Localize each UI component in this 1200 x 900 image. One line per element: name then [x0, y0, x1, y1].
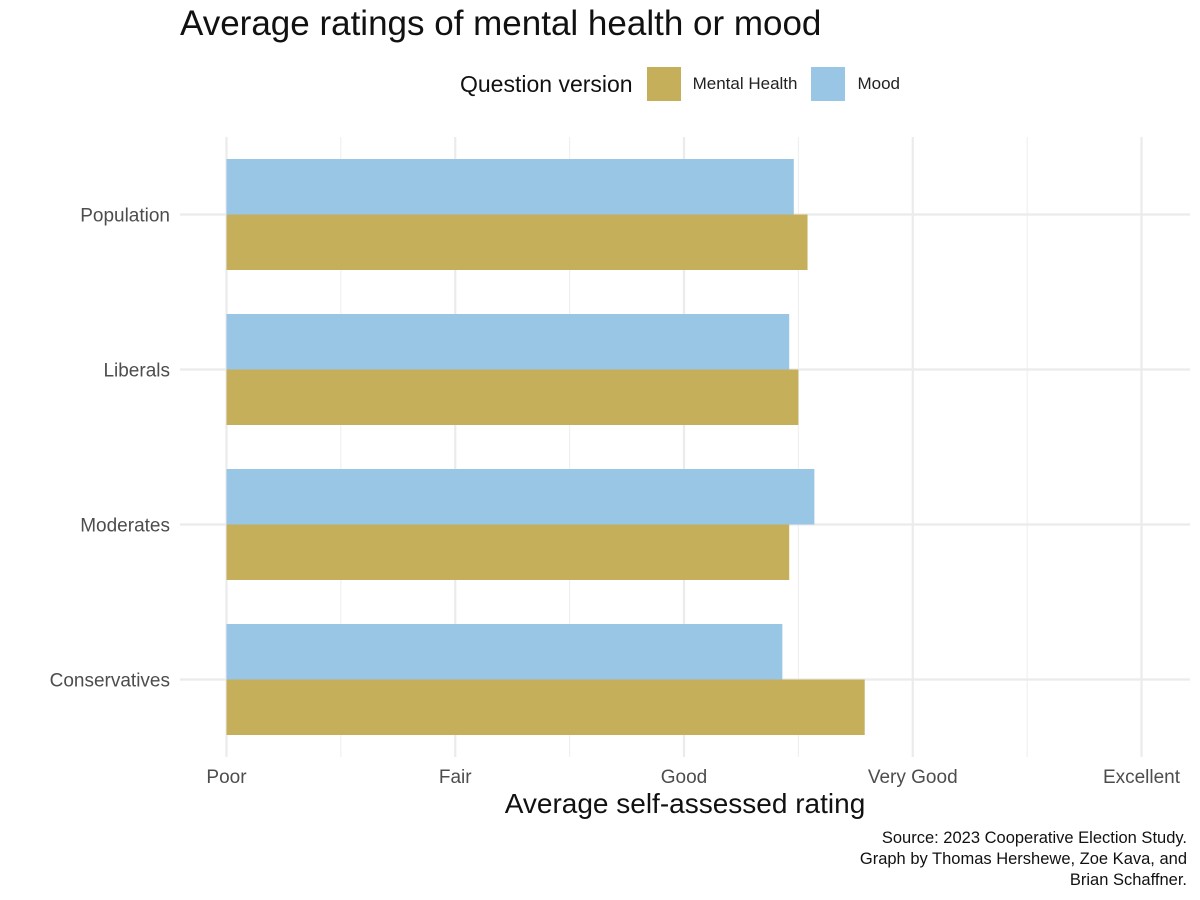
- bar-mood-moderates: [226, 469, 815, 525]
- bar-mental-health-conservatives: [226, 679, 865, 735]
- x-tick-label-excellent: Excellent: [1103, 767, 1181, 788]
- legend-swatch-mental-health: [646, 67, 681, 101]
- bar-mental-health-liberals: [226, 369, 799, 425]
- bar-mood-conservatives: [226, 624, 783, 680]
- x-axis-label: Average self-assessed rating: [504, 788, 866, 819]
- x-tick-label-poor: Poor: [206, 767, 247, 788]
- y-tick-label-population: Population: [80, 206, 170, 227]
- legend-title: Question version: [460, 70, 633, 97]
- legend-label-mood: Mood: [857, 74, 901, 93]
- bar-mental-health-moderates: [226, 524, 790, 580]
- chart-title: Average ratings of mental health or mood: [180, 4, 822, 43]
- legend-label-mental-health: Mental Health: [692, 74, 798, 93]
- caption-line-source: Source: 2023 Cooperative Election Study.: [881, 829, 1187, 847]
- x-tick-label-fair: Fair: [439, 767, 472, 788]
- bar-mood-population: [226, 159, 794, 215]
- caption: Source: 2023 Cooperative Election Study.…: [860, 828, 1187, 891]
- bar-mental-health-population: [226, 214, 808, 270]
- y-tick-label-moderates: Moderates: [80, 516, 170, 537]
- y-tick-label-liberals: Liberals: [103, 361, 170, 382]
- legend-item-mood: Mood: [811, 67, 900, 101]
- legend: Question version Mental Health Mood: [460, 66, 914, 102]
- legend-swatch-mood: [811, 67, 846, 101]
- caption-line-authors-cont: Brian Schaffner.: [1069, 871, 1187, 889]
- y-tick-label-conservatives: Conservatives: [50, 671, 170, 692]
- caption-line-authors: Graph by Thomas Hershewe, Zoe Kava, and: [859, 850, 1187, 868]
- bar-mood-liberals: [226, 314, 790, 370]
- x-tick-label-good: Good: [661, 767, 707, 788]
- legend-item-mental-health: Mental Health: [646, 67, 798, 101]
- x-tick-label-very-good: Very Good: [868, 767, 958, 788]
